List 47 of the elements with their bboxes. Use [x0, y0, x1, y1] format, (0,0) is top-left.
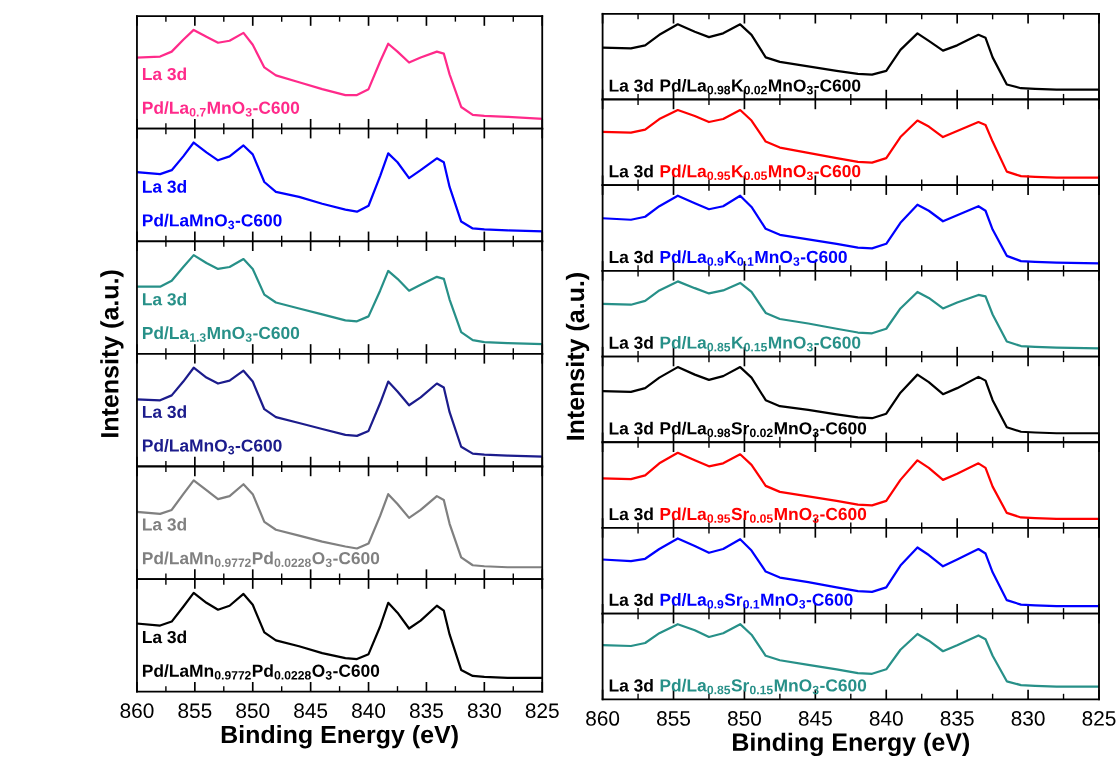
x-tick-label: 825: [525, 703, 559, 719]
annotation: La 3d: [142, 405, 187, 419]
x-tick-label: 850: [236, 703, 270, 719]
annotation: La 3d: [609, 250, 653, 264]
annotation: Pd/La$_{0.95}$Sr$_{0.05}$MnO$_{3}$-C600: [660, 507, 867, 523]
annotation: La 3d: [609, 507, 653, 521]
x-tick-label: 830: [1011, 711, 1045, 726]
annotation: Pd/La$_{0.7}$MnO$_{3}$-C600: [142, 101, 300, 117]
annotation: Pd/LaMn$_{0.9772}$Pd$_{0.0228}$O$_{3}$-C600: [142, 664, 380, 680]
annotation: Pd/La$_{0.85}$K$_{0.15}$MnO$_{3}$-C600: [660, 336, 861, 352]
x-tick-label: 835: [409, 703, 443, 719]
x-tick-label: 845: [798, 711, 832, 726]
annotation: La 3d: [609, 593, 653, 606]
y-axis-title: Intensity (a.u.): [565, 273, 590, 440]
x-tick-label: 840: [869, 711, 903, 726]
x-axis-title: Binding Energy (eV): [733, 732, 970, 757]
x-tick-label: 835: [940, 711, 974, 726]
annotation: Pd/LaMnO$_{3}$-C600: [142, 438, 282, 455]
y-axis-title: Intensity (a.u.): [100, 270, 124, 437]
x-tick-label: 830: [467, 703, 501, 719]
annotation: Pd/La$_{0.9}$Sr$_{0.1}$MnO$_{3}$-C600: [660, 593, 853, 609]
annotation: Pd/La$_{1.3}$MnO$_{3}$-C600: [142, 326, 300, 342]
annotation: La 3d: [142, 292, 187, 306]
annotation: La 3d: [609, 164, 653, 178]
annotation: La 3d: [142, 517, 187, 531]
x-tick-label: 845: [294, 703, 328, 719]
annotation: La 3d: [609, 421, 653, 435]
x-tick-label: 860: [120, 703, 154, 719]
x-axis-title: Binding Energy (eV): [221, 725, 458, 749]
annotation: Pd/LaMnO$_{3}$-C600: [142, 213, 282, 230]
x-tick-label: 850: [727, 711, 761, 726]
annotation: La 3d: [609, 79, 653, 92]
annotation: Pd/La$_{0.9}$K$_{0.1}$MnO$_{3}$-C600: [660, 250, 847, 266]
annotation: La 3d: [609, 336, 653, 349]
x-tick-label: 860: [586, 711, 620, 726]
annotation: Pd/La$_{0.95}$K$_{0.05}$MnO$_{3}$-C600: [660, 164, 861, 181]
annotation: La 3d: [142, 67, 187, 81]
annotation: La 3d: [142, 180, 187, 193]
annotation: Pd/La$_{0.85}$Sr$_{0.15}$MnO$_{3}$-C600: [660, 678, 867, 695]
annotation: La 3d: [142, 630, 187, 644]
x-tick-label: 855: [657, 711, 691, 726]
annotation: Pd/La$_{0.98}$K$_{0.02}$MnO$_{3}$-C600: [660, 78, 861, 95]
x-tick-label: 840: [352, 703, 386, 719]
x-tick-label: 825: [1082, 711, 1116, 726]
annotation: Pd/LaMn$_{0.9772}$Pd$_{0.0228}$O$_{3}$-C600: [142, 551, 380, 568]
annotation: La 3d: [609, 678, 653, 692]
x-tick-label: 855: [178, 703, 212, 719]
